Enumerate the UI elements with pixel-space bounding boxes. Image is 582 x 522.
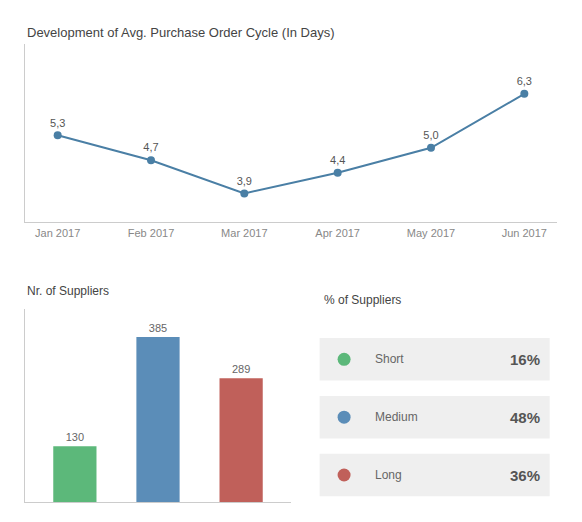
svg-text:3,9: 3,9 <box>237 175 252 187</box>
svg-text:16%: 16% <box>510 351 540 368</box>
svg-text:Mar 2017: Mar 2017 <box>221 227 267 239</box>
svg-text:% of Suppliers: % of Suppliers <box>324 293 401 307</box>
svg-text:May 2017: May 2017 <box>407 227 455 239</box>
svg-text:Short: Short <box>375 352 404 366</box>
svg-text:385: 385 <box>149 322 167 334</box>
svg-text:6,3: 6,3 <box>517 75 532 87</box>
svg-text:5,0: 5,0 <box>423 129 438 141</box>
svg-text:Long: Long <box>375 468 402 482</box>
svg-text:Development of Avg. Purchase O: Development of Avg. Purchase Order Cycle… <box>27 25 335 40</box>
svg-text:Feb 2017: Feb 2017 <box>128 227 174 239</box>
svg-text:130: 130 <box>66 431 84 443</box>
svg-text:289: 289 <box>232 363 250 375</box>
svg-text:Jan 2017: Jan 2017 <box>35 227 80 239</box>
svg-text:48%: 48% <box>510 409 540 426</box>
svg-text:Apr 2017: Apr 2017 <box>315 227 360 239</box>
svg-text:4,7: 4,7 <box>143 141 158 153</box>
svg-text:4,4: 4,4 <box>330 154 345 166</box>
svg-text:Medium: Medium <box>375 410 418 424</box>
svg-text:Jun 2017: Jun 2017 <box>502 227 547 239</box>
svg-text:Nr. of Suppliers: Nr. of Suppliers <box>27 284 109 298</box>
svg-text:36%: 36% <box>510 467 540 484</box>
svg-text:5,3: 5,3 <box>50 117 65 129</box>
